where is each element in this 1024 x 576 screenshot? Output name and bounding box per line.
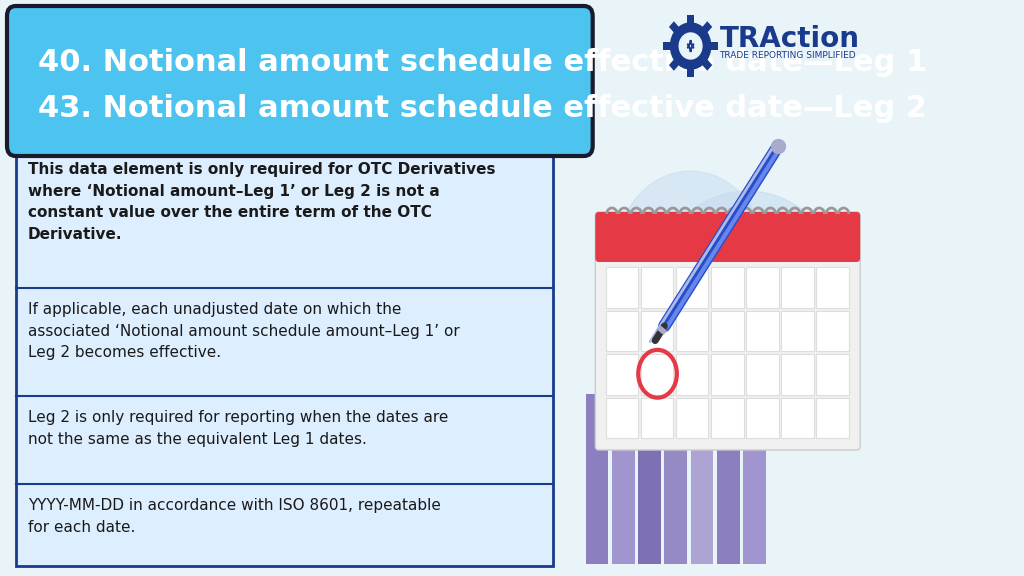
Bar — [676, 310, 709, 351]
Bar — [746, 310, 778, 351]
Bar — [676, 267, 709, 308]
Polygon shape — [669, 21, 680, 34]
Bar — [15, 148, 553, 566]
Bar — [586, 394, 608, 564]
Bar — [641, 267, 674, 308]
Bar — [665, 369, 687, 564]
Bar — [641, 354, 674, 395]
Circle shape — [616, 171, 765, 341]
Text: TRAction: TRAction — [720, 25, 859, 53]
Polygon shape — [664, 42, 672, 50]
Bar — [641, 397, 674, 438]
Bar — [816, 267, 849, 308]
Polygon shape — [669, 58, 680, 71]
Polygon shape — [701, 58, 713, 71]
Circle shape — [671, 23, 711, 69]
Text: This data element is only required for OTC Derivatives
where ‘Notional amount–Le: This data element is only required for O… — [28, 162, 496, 242]
Bar — [711, 354, 743, 395]
Bar — [816, 310, 849, 351]
Bar — [816, 354, 849, 395]
Circle shape — [679, 33, 702, 59]
Bar — [781, 354, 814, 395]
Bar — [606, 267, 638, 308]
Bar — [746, 267, 778, 308]
Bar — [606, 354, 638, 395]
Text: 40. Notional amount schedule effective date—Leg 1: 40. Notional amount schedule effective d… — [38, 48, 927, 77]
Bar — [717, 414, 739, 564]
Bar — [746, 397, 778, 438]
Bar — [676, 354, 709, 395]
FancyBboxPatch shape — [595, 212, 860, 262]
Bar — [711, 310, 743, 351]
Bar — [816, 397, 849, 438]
Text: TRADE REPORTING SIMPLIFIED: TRADE REPORTING SIMPLIFIED — [720, 51, 856, 60]
Bar — [743, 379, 766, 564]
Bar — [599, 216, 857, 258]
Bar — [690, 314, 714, 564]
Circle shape — [647, 191, 848, 421]
FancyBboxPatch shape — [7, 6, 593, 156]
Text: If applicable, each unadjusted date on which the
associated ‘Notional amount sch: If applicable, each unadjusted date on w… — [28, 302, 460, 360]
Bar — [781, 267, 814, 308]
Text: YYYY-MM-DD in accordance with ISO 8601, repeatable
for each date.: YYYY-MM-DD in accordance with ISO 8601, … — [28, 498, 441, 535]
Bar — [711, 267, 743, 308]
Bar — [676, 397, 709, 438]
Polygon shape — [701, 21, 713, 34]
Bar — [781, 397, 814, 438]
Bar — [612, 344, 635, 564]
Bar — [781, 310, 814, 351]
Polygon shape — [687, 15, 694, 25]
Polygon shape — [687, 67, 694, 77]
FancyBboxPatch shape — [595, 212, 860, 450]
Bar — [746, 354, 778, 395]
Bar — [606, 310, 638, 351]
Bar — [638, 434, 660, 564]
Bar — [606, 397, 638, 438]
Text: 43. Notional amount schedule effective date—Leg 2: 43. Notional amount schedule effective d… — [38, 94, 927, 123]
Polygon shape — [709, 42, 718, 50]
Bar — [641, 310, 674, 351]
Bar — [711, 397, 743, 438]
Text: Leg 2 is only required for reporting when the dates are
not the same as the equi: Leg 2 is only required for reporting whe… — [28, 410, 449, 446]
